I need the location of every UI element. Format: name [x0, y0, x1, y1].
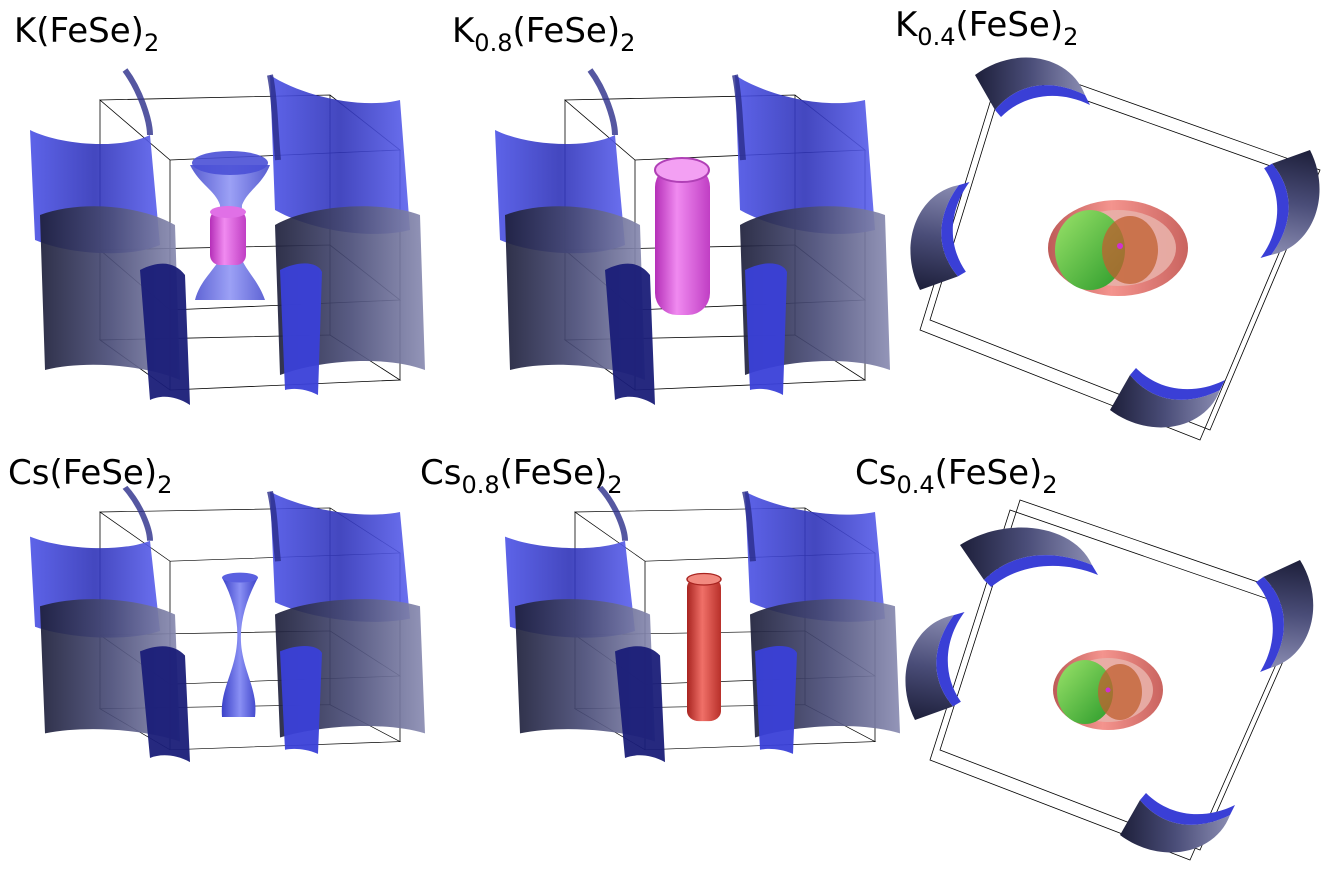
panel-k-fese2 [30, 70, 425, 405]
magenta-cylinder [654, 157, 710, 315]
nested-cylinders [1053, 650, 1163, 730]
label-cs04-fese2: Cs0.4(FeSe)2 [855, 453, 1058, 499]
label-k08-fese2: K0.8(FeSe)2 [452, 11, 636, 57]
panel-cs08-fese2 [505, 487, 900, 762]
label-k04-fese2: K0.4(FeSe)2 [895, 5, 1079, 51]
label-cs-fese2: Cs(FeSe)2 [8, 453, 173, 499]
label-cs08-fese2: Cs0.8(FeSe)2 [420, 453, 623, 499]
label-k-fese2: K(FeSe)2 [14, 11, 160, 57]
nested-cylinders [1048, 200, 1188, 296]
red-cylinder [686, 572, 722, 722]
panel-cs04-fese2 [897, 499, 1318, 861]
panel-k08-fese2 [495, 70, 890, 405]
magenta-pocket [190, 151, 270, 300]
blue-hourglass-pocket [221, 572, 258, 717]
panel-cs-fese2 [30, 487, 425, 762]
panel-k04-fese2 [902, 57, 1326, 441]
